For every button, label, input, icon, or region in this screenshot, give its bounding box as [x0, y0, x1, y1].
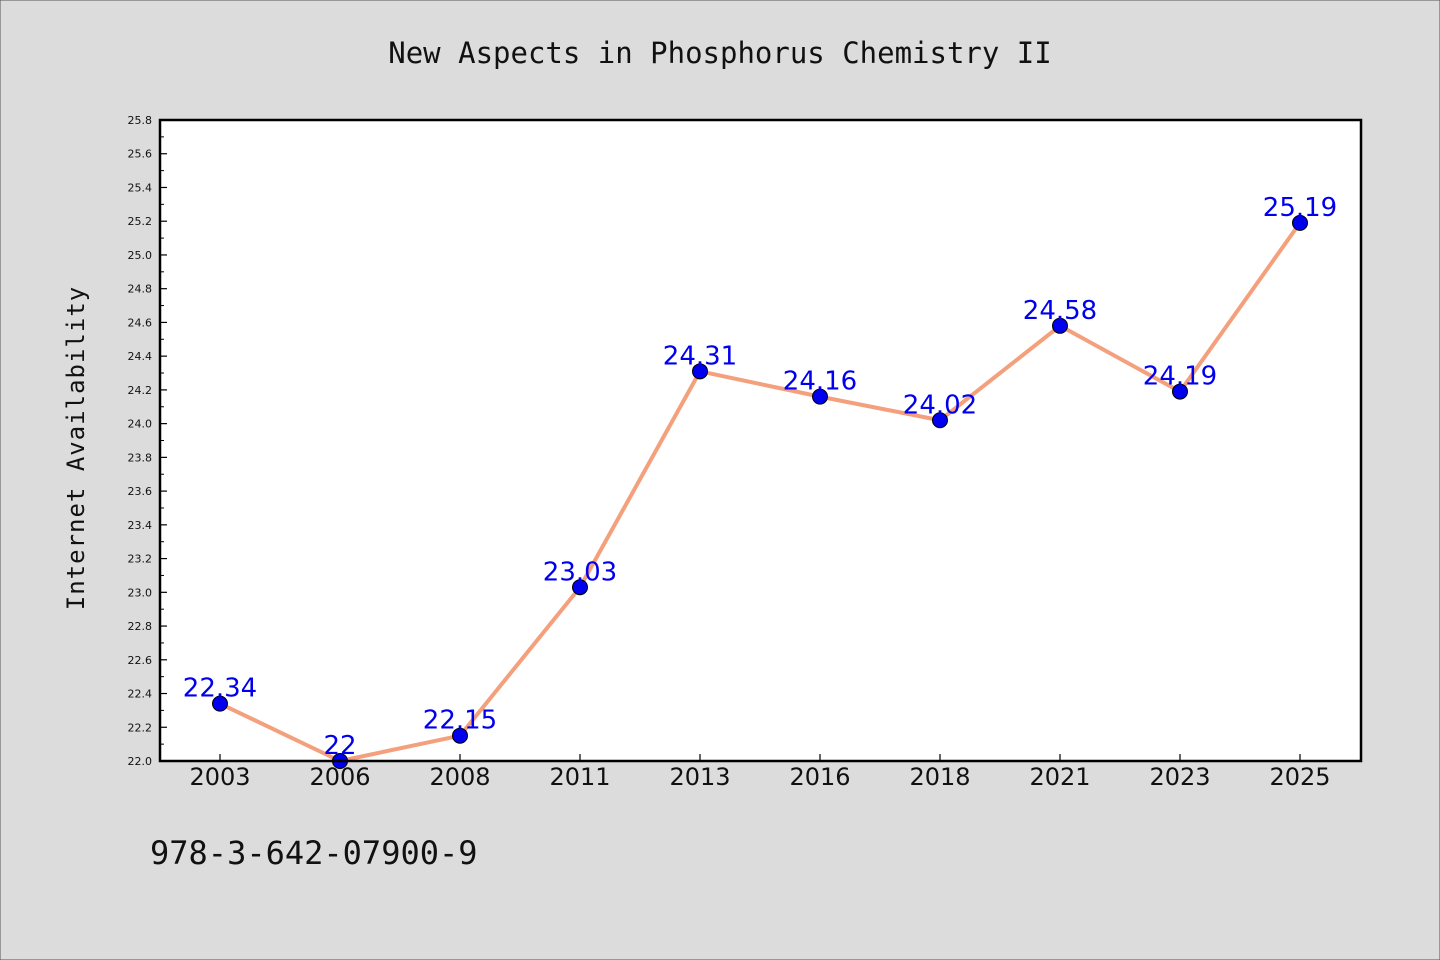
y-tick-label: 24.8	[128, 283, 153, 296]
plot-area	[160, 120, 1361, 761]
y-tick-label: 24.0	[128, 418, 153, 431]
data-point	[1292, 214, 1308, 231]
y-tick-label: 22.4	[128, 688, 153, 701]
y-tick-label: 23.0	[128, 586, 153, 599]
data-point	[812, 388, 828, 405]
y-tick-label: 25.8	[128, 114, 153, 127]
x-tick-label: 2008	[429, 763, 490, 791]
x-tick-label: 2013	[669, 763, 730, 791]
x-tick-label: 2025	[1269, 763, 1330, 791]
x-axis-ticks: 2003 2006 2008 2011 2013 2016 2018 2021 2023 2025	[189, 754, 1331, 791]
data-label: 22.15	[423, 706, 497, 736]
x-tick-label: 2021	[1029, 763, 1090, 791]
y-tick-label: 23.4	[128, 519, 153, 532]
y-tick-label: 22.8	[128, 620, 153, 633]
data-point	[692, 363, 708, 380]
x-tick-label: 2011	[549, 763, 610, 791]
data-label: 24.58	[1023, 296, 1097, 326]
data-label: 24.16	[783, 367, 857, 397]
y-axis-label: Internet Availability	[62, 286, 90, 610]
data-label: 24.31	[663, 341, 737, 371]
y-tick-label: 25.0	[128, 249, 153, 262]
data-labels: 22.34 22 22.15 23.03 24.31 24.16 24.02 24.58 24.…	[183, 193, 1337, 761]
series-line	[218, 220, 1302, 763]
y-tick-label: 23.8	[128, 451, 153, 464]
x-tick-label: 2003	[189, 763, 250, 791]
x-tick-label: 2018	[909, 763, 970, 791]
y-tick-label: 24.4	[128, 350, 153, 363]
y-tick-label: 23.6	[128, 485, 153, 498]
y-tick-label: 25.2	[128, 215, 153, 228]
data-label: 24.02	[903, 390, 977, 420]
y-tick-label: 22.0	[128, 755, 153, 768]
data-point	[932, 412, 948, 429]
y-tick-label: 23.2	[128, 553, 153, 566]
footer-isbn: 978-3-642-07900-9	[150, 834, 478, 872]
y-tick-label: 24.2	[128, 384, 153, 397]
y-tick-label: 22.6	[128, 654, 153, 667]
plot-frame	[158, 118, 1363, 763]
y-axis-ticks: 22.0 22.2 22.4 22.6 22.8 23.0 23.2 23.4 23.6 23.8…	[128, 114, 167, 768]
data-point	[1172, 383, 1188, 400]
data-point	[1052, 317, 1068, 334]
y-tick-label: 25.6	[128, 148, 153, 161]
data-label: 24.19	[1143, 362, 1217, 392]
y-tick-label: 22.2	[128, 721, 153, 734]
data-label: 22	[323, 731, 356, 761]
x-tick-label: 2023	[1149, 763, 1210, 791]
data-label: 22.34	[183, 674, 257, 704]
data-point	[572, 579, 588, 596]
data-point	[452, 727, 468, 744]
data-point	[212, 695, 228, 712]
chart-title: New Aspects in Phosphorus Chemistry II	[388, 36, 1051, 70]
x-tick-label: 2016	[789, 763, 850, 791]
data-label: 25.19	[1263, 193, 1337, 223]
data-label: 23.03	[543, 557, 617, 587]
y-tick-label: 25.4	[128, 181, 153, 194]
y-tick-label: 24.6	[128, 316, 153, 329]
